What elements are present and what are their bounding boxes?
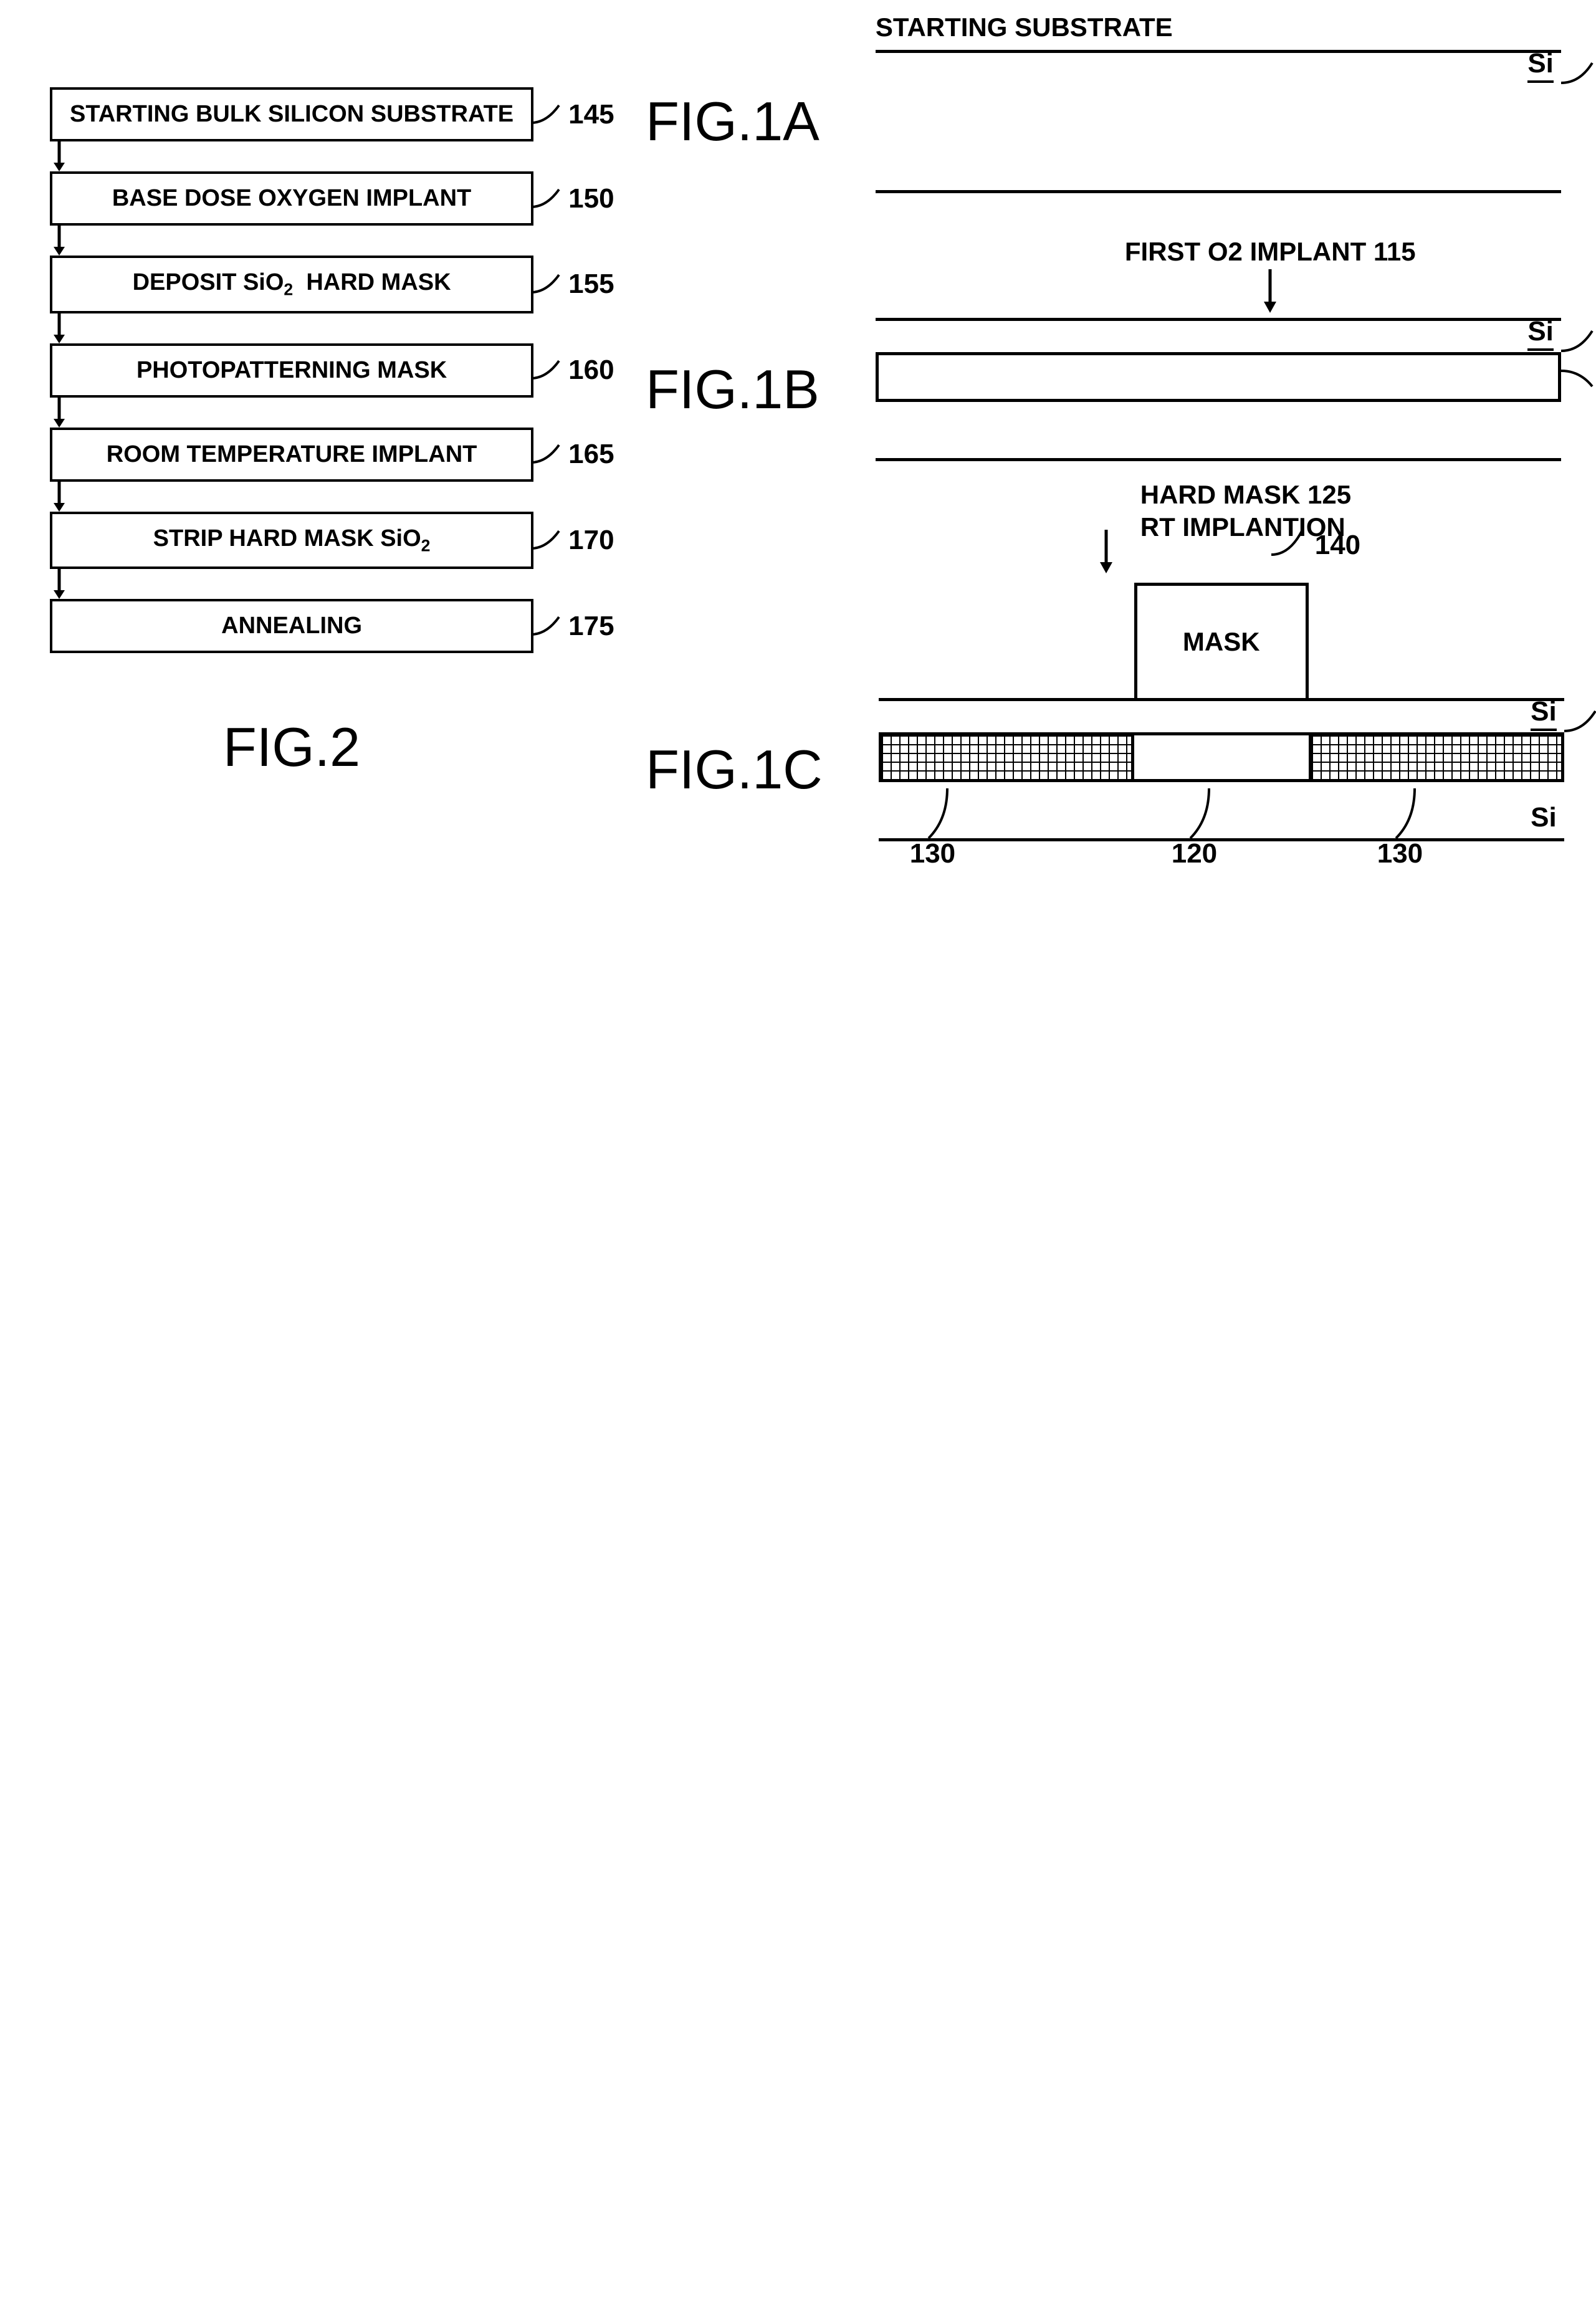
fig1b-diagram: FIRST O2 IMPLANT 115 Si 110 120 INCOMPLE… [876, 318, 1561, 461]
complete-box-right [1309, 732, 1564, 782]
flow-ref-145: 145 [531, 99, 614, 130]
incomplete-box-mid [1134, 732, 1312, 782]
down-arrow-1c [1097, 530, 1116, 576]
si-label-1c-bottom: Si [1531, 802, 1557, 833]
flow-arrow-icon [50, 141, 533, 171]
flow-arrow-icon [50, 313, 533, 343]
flow-step-160: PHOTOPATTERNING MASK160 [50, 343, 533, 398]
flow-ref-155: 155 [531, 269, 614, 300]
flow-ref-170: 170 [531, 525, 614, 556]
si-label-1b: Si [1527, 316, 1554, 351]
fig1b-label: FIG.1B [646, 358, 820, 421]
substrate-1b: Si 110 120 INCOMPLETE BOX [876, 318, 1561, 461]
flow-step-145: STARTING BULK SILICON SUBSTRATE145 [50, 87, 533, 141]
flow-arrow-icon [50, 398, 533, 428]
flow-step-175: ANNEALING175 [50, 599, 533, 653]
ref-140: 140 [1271, 523, 1360, 561]
flow-step-170: STRIP HARD MASK SiO2170 [50, 512, 533, 570]
fig1b-row: FIG.1B FIRST O2 IMPLANT 115 Si 110 120 [646, 318, 1564, 461]
fig2-label: FIG.2 [223, 715, 360, 779]
ref-130-right: 130 [1390, 788, 1427, 844]
flow-ref-165: 165 [531, 439, 614, 470]
diagrams-right: FIG.1A STARTING SUBSTRATE Si 110 FIG.1B … [646, 50, 1564, 841]
flow-arrow-icon [50, 482, 533, 512]
flow-ref-150: 150 [531, 183, 614, 214]
ref-120-1b: 120 [1561, 355, 1596, 393]
flowchart-fig2: STARTING BULK SILICON SUBSTRATE145 BASE D… [50, 87, 533, 779]
ref-110-1b: 110 [1561, 326, 1596, 357]
flow-ref-160: 160 [531, 355, 614, 386]
fig1a-diagram: STARTING SUBSTRATE Si 110 [876, 50, 1561, 193]
flow-step-155: DEPOSIT SiO2 HARD MASK155 [50, 256, 533, 313]
first-implant-label: FIRST O2 IMPLANT 115 [1125, 237, 1416, 313]
substrate-1a: Si 110 [876, 50, 1561, 193]
fig1a-row: FIG.1A STARTING SUBSTRATE Si 110 [646, 50, 1564, 193]
si-label-1a: Si [1527, 48, 1554, 83]
ref-110-1a: 110 [1561, 58, 1596, 89]
mask-box: MASK [1134, 583, 1309, 701]
complete-box-left [879, 732, 1134, 782]
fig1c-diagram: HARD MASK 125 RT IMPLANTION 140 MASK Si … [879, 698, 1564, 841]
fig1c-label: FIG.1C [646, 738, 823, 801]
substrate-1c: MASK Si 110 Si 130 120 [879, 698, 1564, 841]
flow-step-150: BASE DOSE OXYGEN IMPLANT150 [50, 171, 533, 226]
fig1a-label: FIG.1A [646, 90, 820, 153]
down-arrow-icon [1261, 269, 1279, 313]
flow-arrow-icon [50, 226, 533, 256]
starting-substrate-label: STARTING SUBSTRATE [876, 12, 1173, 42]
incomplete-box-layer [876, 352, 1561, 402]
flow-step-165: ROOM TEMPERATURE IMPLANT165 [50, 428, 533, 482]
ref-110-1c: 110 [1564, 706, 1596, 737]
ref-120-1c: 120 [1184, 788, 1221, 844]
fig1c-row: FIG.1C HARD MASK 125 RT IMPLANTION 140 M… [646, 698, 1564, 841]
flow-arrow-icon [50, 569, 533, 599]
si-label-1c-top: Si [1531, 696, 1557, 731]
flow-ref-175: 175 [531, 611, 614, 642]
ref-130-left: 130 [922, 788, 960, 844]
